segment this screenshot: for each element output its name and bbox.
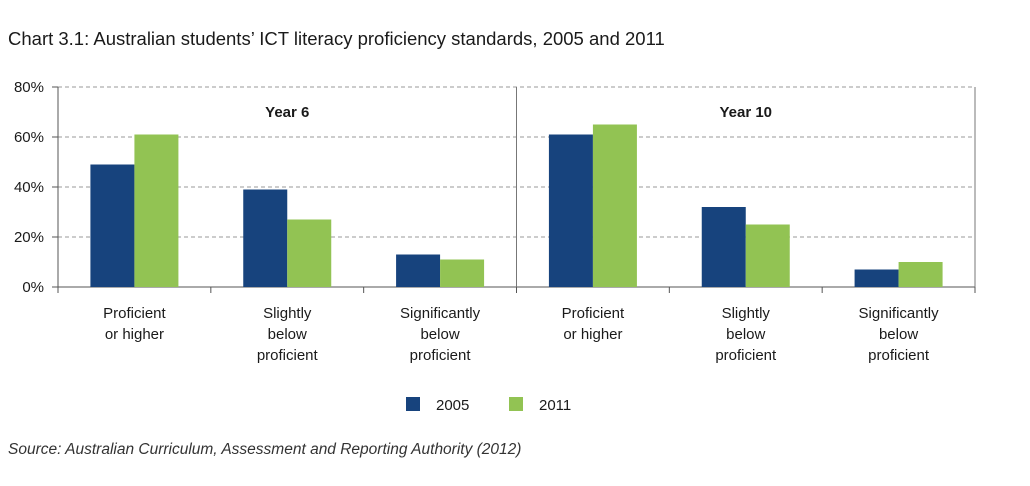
y-tick-label: 60% [14, 129, 44, 146]
category-label: proficient [715, 347, 777, 364]
source-note: Source: Australian Curriculum, Assessmen… [8, 441, 522, 458]
legend-swatch-2011 [509, 397, 523, 411]
bar-2011 [134, 134, 179, 287]
category-label: proficient [257, 347, 319, 364]
bar-2005 [548, 134, 593, 287]
legend-swatch-2005 [406, 397, 420, 411]
bar-2011 [592, 124, 637, 287]
y-tick-label: 0% [22, 279, 44, 296]
bar-2011 [287, 219, 332, 287]
bar-2005 [854, 269, 899, 287]
chart-title: Chart 3.1: Australian students’ ICT lite… [8, 28, 665, 49]
category-label: Proficient [562, 305, 625, 322]
bar-2011 [440, 259, 485, 287]
category-label: below [268, 326, 307, 343]
bar-2005 [90, 164, 135, 287]
y-tick-label: 40% [14, 179, 44, 196]
panel-label: Year 10 [719, 104, 772, 121]
category-label: Significantly [400, 305, 481, 322]
category-label: or higher [105, 326, 164, 343]
panel-label: Year 6 [265, 104, 309, 121]
legend-label: 2005 [436, 397, 469, 414]
bar-2005 [243, 189, 288, 287]
category-label: Significantly [859, 305, 940, 322]
y-tick-label: 80% [14, 79, 44, 96]
category-label: or higher [563, 326, 622, 343]
category-label: below [879, 326, 918, 343]
category-label: proficient [410, 347, 472, 364]
legend-label: 2011 [539, 397, 571, 414]
category-label: Slightly [263, 305, 312, 322]
category-label: below [420, 326, 459, 343]
bar-2011 [745, 224, 790, 287]
category-label: Slightly [722, 305, 771, 322]
category-label: proficient [868, 347, 930, 364]
y-tick-label: 20% [14, 229, 44, 246]
bar-2005 [396, 254, 441, 287]
category-label: Proficient [103, 305, 166, 322]
category-label: below [726, 326, 765, 343]
bar-2011 [898, 262, 943, 287]
bar-2005 [701, 207, 746, 287]
